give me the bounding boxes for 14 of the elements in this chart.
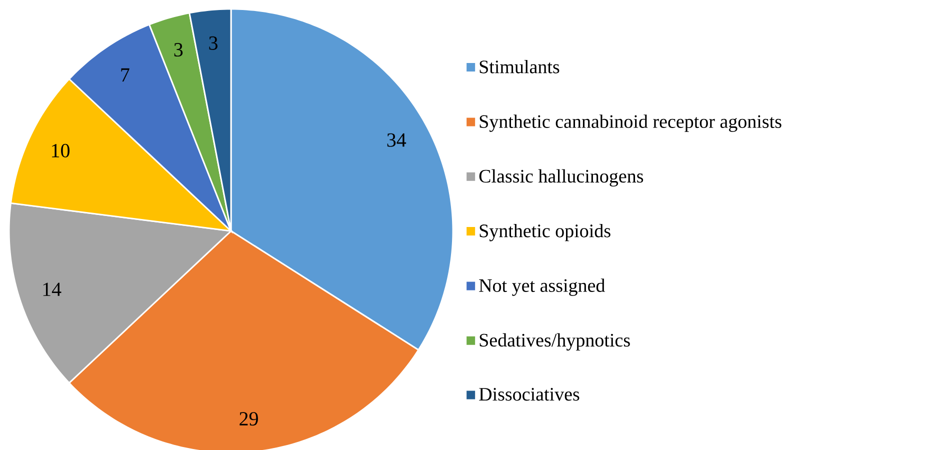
data-label: 10 [52, 144, 70, 158]
data-label: 29 [240, 412, 258, 426]
legend-label: Not yet assigned [479, 278, 605, 296]
data-label: 14 [43, 282, 62, 296]
legend-label: Synthetic opioids [480, 224, 610, 242]
data-label: 34 [387, 133, 406, 147]
legend-label: Classic hallucinogens [479, 169, 644, 187]
data-label: 3 [209, 36, 218, 50]
legend-label: Stimulants [480, 60, 560, 74]
data-label: 7 [121, 68, 130, 82]
legend-label: Sedatives/hypnotics [480, 333, 630, 351]
legend-label: Dissociatives [479, 388, 580, 401]
legend-label: Synthetic cannabinoid receptor agonists [480, 114, 782, 132]
data-label: 3 [174, 43, 183, 57]
